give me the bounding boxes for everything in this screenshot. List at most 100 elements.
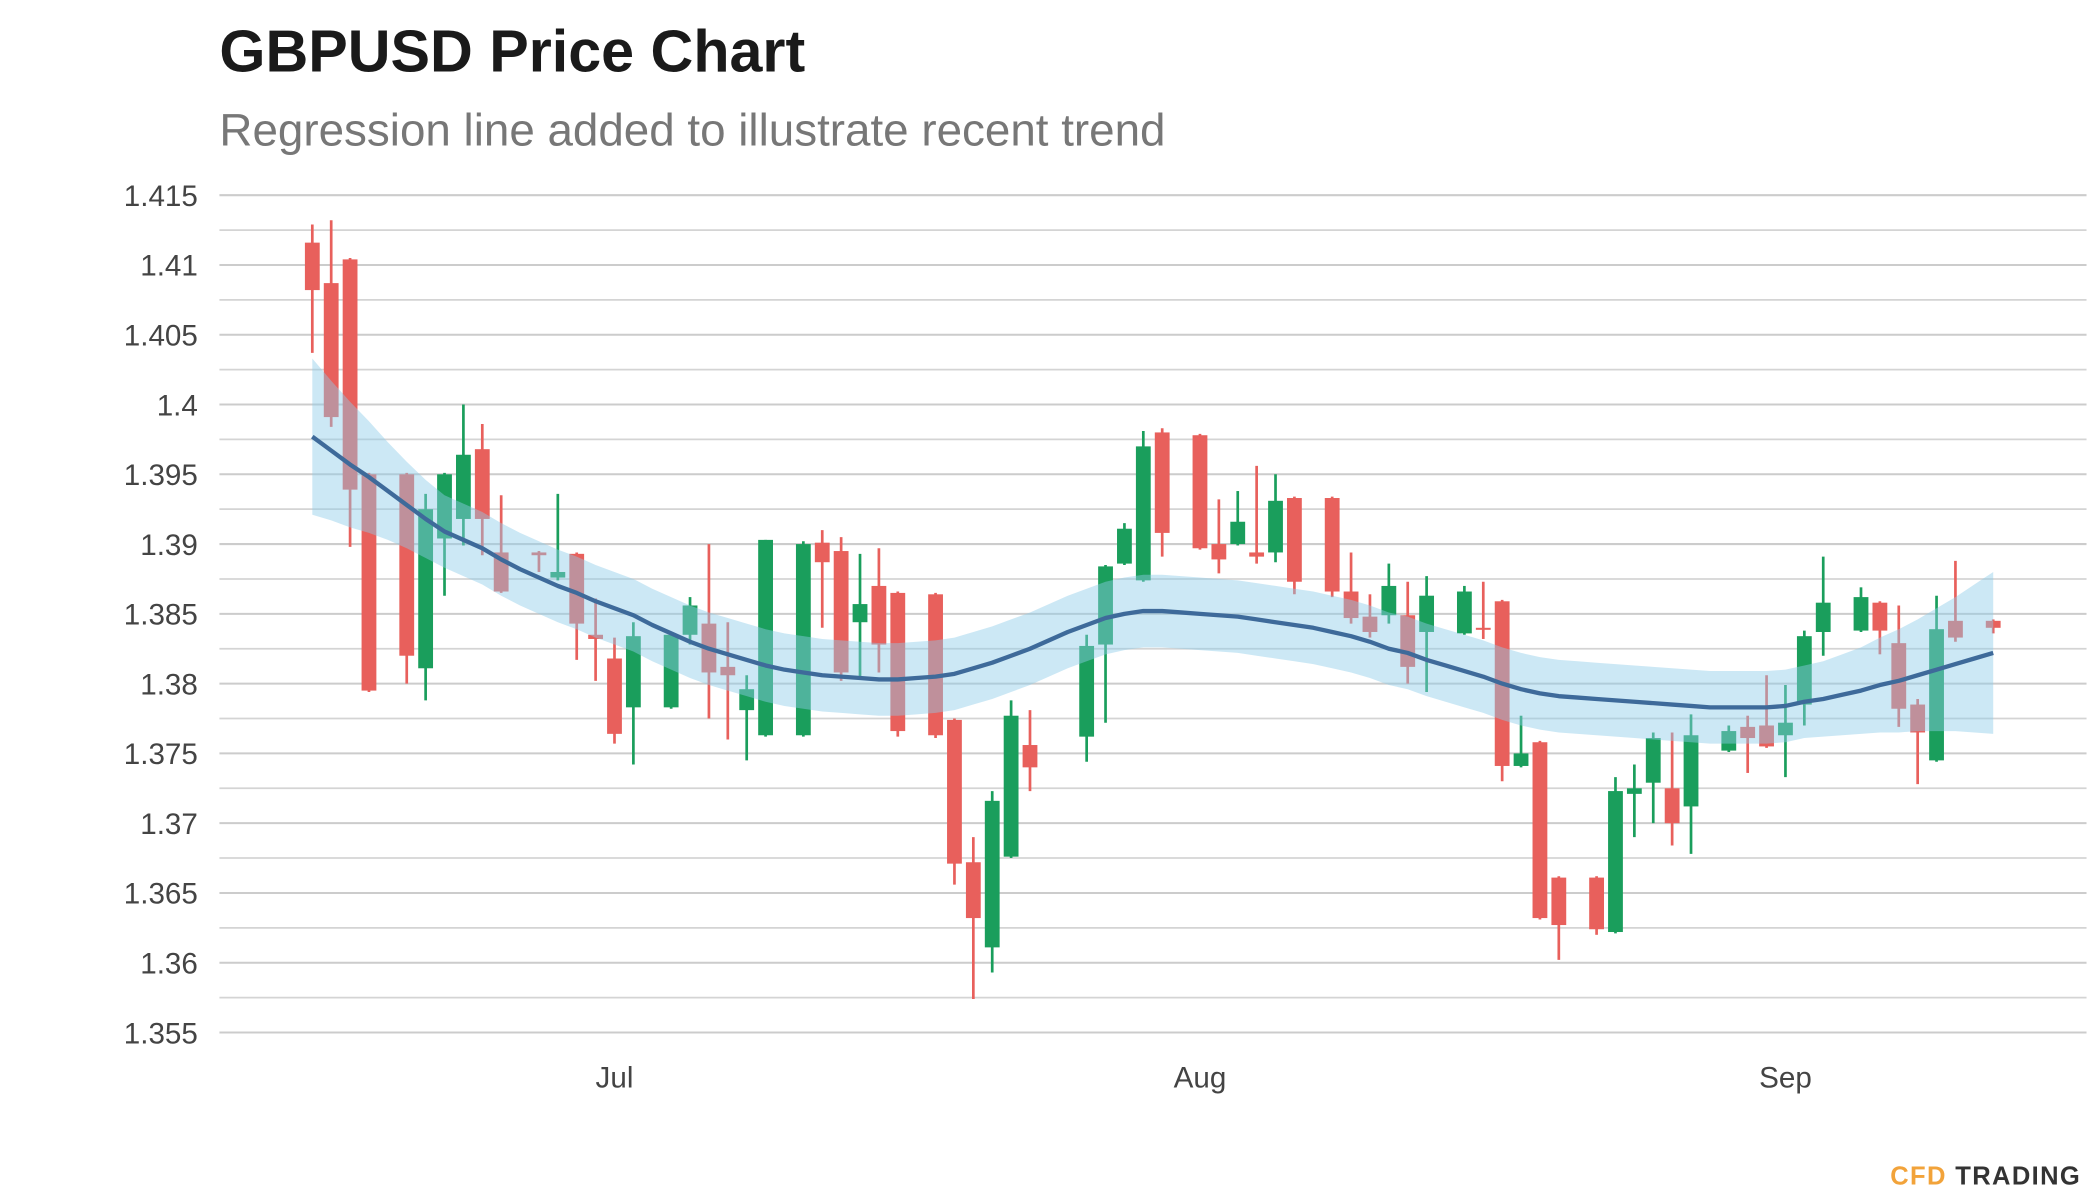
candle-body: [1664, 788, 1680, 824]
candle-body: [720, 666, 736, 676]
candle-body: [1532, 742, 1548, 919]
candle-body: [1456, 591, 1472, 634]
candle-body: [1626, 788, 1642, 794]
candle-body: [1249, 552, 1265, 557]
candle-body: [1117, 528, 1132, 564]
candle-body: [871, 585, 887, 645]
logo: CFD TRADING: [1890, 1163, 2081, 1191]
candle-body: [1362, 616, 1378, 632]
candle-body: [437, 474, 452, 539]
candle-body: [1721, 731, 1737, 751]
candle-body: [550, 571, 566, 578]
y-tick-label: 1.415: [124, 180, 198, 213]
candle-body: [795, 544, 811, 736]
candle-body: [1910, 704, 1926, 733]
y-tick-label: 1.405: [124, 320, 198, 353]
x-tick-label: Aug: [1174, 1062, 1227, 1095]
candle-body: [682, 605, 698, 635]
candle-body: [758, 539, 773, 736]
y-tick-label: 1.365: [124, 878, 198, 911]
candle-body: [1287, 498, 1302, 582]
x-tick-label: Sep: [1759, 1062, 1812, 1095]
candle-body: [1154, 432, 1170, 533]
candle-body: [1324, 498, 1340, 592]
y-tick-label: 1.37: [140, 808, 198, 841]
candle-body: [1135, 446, 1151, 581]
candle-body: [1343, 591, 1359, 619]
chart-title: GBPUSD Price Chart: [219, 17, 805, 84]
y-tick-label: 1.355: [124, 1017, 198, 1050]
candle-body: [361, 474, 377, 691]
candle-body: [455, 454, 471, 519]
candle-body: [1022, 745, 1038, 768]
candle-body: [890, 592, 906, 732]
candle-body: [1475, 627, 1491, 630]
x-tick-label: Jul: [596, 1062, 634, 1095]
y-tick-label: 1.385: [124, 599, 198, 632]
candle-body: [1079, 645, 1095, 737]
candle-body: [1929, 629, 1944, 761]
logo-highlight: CFD: [1890, 1163, 1947, 1191]
y-tick-label: 1.395: [124, 459, 198, 492]
confidence-band: [312, 358, 1994, 744]
candle-body: [663, 634, 679, 708]
candle-body: [1589, 877, 1604, 930]
candle-body: [1778, 722, 1793, 736]
candle-body: [1853, 597, 1869, 631]
candle-body: [1759, 725, 1774, 747]
grid: 1.355 1.36 1.365 1.37 1.375 1.38 1.385 1.39 1.39…: [124, 180, 2087, 1095]
candle-body: [607, 658, 622, 734]
candle-body: [1683, 735, 1699, 807]
trend: [311, 358, 1994, 744]
candle-body: [304, 242, 320, 291]
candle-body: [833, 551, 849, 673]
candle-body: [1551, 877, 1567, 926]
y-tick-label: 1.39: [140, 529, 198, 562]
candle-body: [418, 509, 434, 669]
y-tick-label: 1.4: [157, 389, 198, 422]
candle-body: [1891, 643, 1907, 709]
candle-body: [814, 542, 830, 563]
candle-body: [1815, 602, 1831, 632]
candle-body: [1948, 620, 1963, 638]
candle-body: [625, 636, 641, 708]
candle-body: [1872, 602, 1888, 631]
y-tick-label: 1.38: [140, 668, 198, 701]
candle-body: [984, 800, 1000, 948]
candle-body: [474, 449, 490, 519]
candle-body: [928, 594, 943, 736]
y-tick-label: 1.36: [140, 947, 198, 980]
candle-body: [531, 552, 547, 556]
y-tick-label: 1.41: [140, 250, 198, 283]
candle-body: [947, 719, 962, 864]
candle-body: [1608, 791, 1623, 933]
candle-body: [588, 634, 604, 639]
candle-body: [342, 259, 358, 490]
candle-body: [739, 689, 755, 711]
regression-line: [311, 434, 1994, 710]
candle-body: [323, 283, 339, 418]
logo-text: TRADING: [1955, 1163, 2081, 1191]
candle-body: [1740, 726, 1756, 739]
candle-body: [1419, 595, 1435, 632]
candle-body: [1513, 753, 1529, 766]
candle-body: [1796, 636, 1812, 705]
candle-body: [569, 553, 585, 624]
candle-body: [1645, 738, 1661, 783]
candle-body: [1098, 566, 1113, 645]
candle-body: [1230, 521, 1246, 545]
candle-body: [965, 862, 981, 919]
candle-body: [1268, 500, 1283, 553]
chart-subtitle: Regression line added to illustrate rece…: [219, 104, 1165, 155]
candle-body: [1211, 544, 1227, 560]
candle-body: [1003, 715, 1019, 857]
candles: [304, 220, 2001, 1000]
candle-body: [1381, 585, 1397, 616]
candle-body: [1192, 435, 1208, 549]
candle-body: [852, 604, 868, 623]
y-tick-label: 1.375: [124, 738, 198, 771]
candle-body: [399, 474, 415, 656]
candle-body: [1985, 620, 2001, 628]
